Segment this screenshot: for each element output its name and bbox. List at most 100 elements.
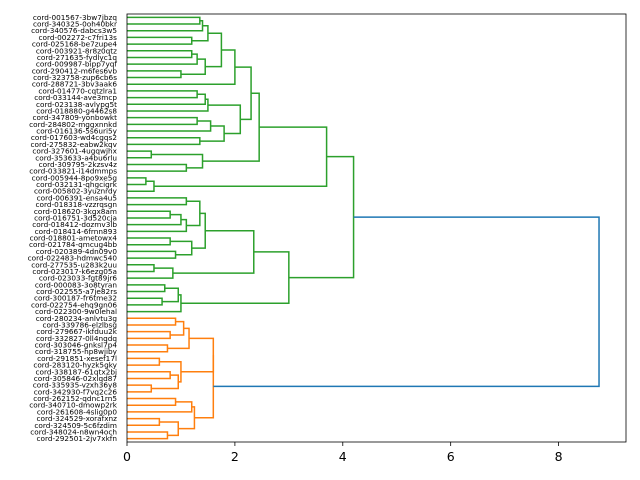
dendrogram-link xyxy=(127,218,188,233)
leaf-label: cord-032131-qhgcigrk xyxy=(36,180,118,189)
dendrogram-link xyxy=(127,163,188,172)
dendrogram-link xyxy=(180,58,206,75)
leaf-label: cord-283120-hyzk5gky xyxy=(33,361,117,370)
dendrogram-link xyxy=(127,70,182,79)
leaf-label: cord-023033-fgt89jr6 xyxy=(39,274,117,283)
leaf-label: cord-014770-cqtzlra1 xyxy=(38,86,117,95)
leaf-label: cord-005944-8po9xe5g xyxy=(32,173,117,182)
dendrogram-link xyxy=(153,126,328,187)
tree-links xyxy=(127,16,600,440)
leaf-label: cord-340576-dabcs3w5 xyxy=(31,26,117,35)
dendrogram-link xyxy=(127,371,171,380)
leaf-label: cord-271635-fydlyc1q xyxy=(37,53,117,62)
leaf-label: cord-353633-a4bu6rlu xyxy=(35,153,117,162)
x-tick-label: 4 xyxy=(339,449,347,464)
dendrogram-link xyxy=(127,267,174,279)
leaf-label: cord-018412-dozmv3lb xyxy=(32,220,117,229)
dendrogram-link xyxy=(194,355,215,419)
dendrogram-link xyxy=(127,330,171,340)
dendrogram-link xyxy=(127,431,169,440)
dendrogram-link xyxy=(205,32,223,68)
dendrogram-link xyxy=(127,294,182,313)
leaf-label: cord-033821-i14dmmps xyxy=(29,167,117,176)
dendrogram-link xyxy=(213,216,600,388)
leaf-label: cord-290412-m6fes6vb xyxy=(32,66,118,75)
leaf-label: cord-016751-3d520cja xyxy=(34,213,117,222)
leaf-label: cord-033144-ave3mcp xyxy=(34,93,117,102)
dendrogram-link xyxy=(191,212,206,249)
dendrogram-link xyxy=(234,66,252,121)
dendrogram-link xyxy=(127,90,198,99)
leaf-label: cord-324529-xorafxnz xyxy=(37,414,118,423)
dendrogram-link xyxy=(172,229,255,274)
dendrogram-link xyxy=(127,213,182,226)
leaf-label: cord-288721-3bv3aak6 xyxy=(32,80,118,89)
dendrogram-link xyxy=(127,317,177,326)
leaf-label: cord-335935-vzxh36y8 xyxy=(33,381,118,390)
x-tick-label: 6 xyxy=(447,449,455,464)
leaf-label: cord-327601-4ugqwjhx xyxy=(32,147,117,156)
leaf-label: cord-292501-2jv7xkfn xyxy=(37,434,117,443)
leaf-label: cord-018620-3kgx8am xyxy=(34,207,117,216)
leaf-label: cord-305846-02xlqd87 xyxy=(34,374,118,383)
leaf-label: cord-324509-5c6fzdim xyxy=(34,421,117,430)
dendrogram-link xyxy=(186,200,201,227)
leaf-label: cord-275832-eabw2kqv xyxy=(31,140,118,149)
dendrogram-link xyxy=(127,116,198,126)
dendrogram-link xyxy=(127,344,169,353)
leaf-label: cord-309795-2kzsv4z xyxy=(39,160,118,169)
dendrogram-link xyxy=(151,153,204,169)
leaf-label: cord-021784-qmcug4bb xyxy=(29,240,117,249)
dendrogram-link xyxy=(127,297,163,306)
leaf-label: cord-018318-vzzrqsgn xyxy=(36,200,117,209)
leaf-label: cord-338187-61qtx2bj xyxy=(36,367,118,376)
dendrogram-link xyxy=(127,150,153,159)
dendrogram-link xyxy=(127,136,201,146)
dendrogram-link xyxy=(127,93,206,106)
dendrogram-link xyxy=(127,384,153,393)
dendrogram-link xyxy=(180,251,290,304)
dendrogram-link xyxy=(127,177,147,186)
dendrogram-link xyxy=(127,417,161,427)
dendrogram-link xyxy=(127,180,155,192)
leaf-label: cord-000083-3o8tyran xyxy=(35,280,117,289)
dendrogram-link xyxy=(288,155,355,279)
leaf-label: cord-002272-c7fri13s xyxy=(39,33,118,42)
leaf-label: cord-347809-yonbowkt xyxy=(32,113,117,122)
leaf-label: cord-262152-qdnc1rn5 xyxy=(33,394,117,403)
leaf-label: cord-005802-3yuznrdy xyxy=(34,187,118,196)
leaf-label: cord-022555-a7je82rs xyxy=(36,287,117,296)
leaf-labels: cord-001567-3bw7jbzqcord-340325-0oh40bkr… xyxy=(28,13,118,443)
dendrogram-link xyxy=(127,264,155,273)
leaf-label: cord-277535-u283k2uu xyxy=(31,260,117,269)
leaf-label: cord-284802-mggxnnkd xyxy=(29,120,117,129)
x-tick-label: 8 xyxy=(555,449,563,464)
leaf-label: cord-280234-anlvtu3g xyxy=(36,314,117,323)
dendrogram-link xyxy=(127,98,209,112)
leaf-label: cord-279667-ikfduu2k xyxy=(36,327,117,336)
leaf-label: cord-332827-0ll4nqdq xyxy=(36,334,117,343)
dendrogram-link xyxy=(127,237,171,246)
dendrogram-link xyxy=(127,357,161,366)
leaf-label: cord-318755-hp8wjiby xyxy=(35,347,118,356)
leaf-label: cord-017603-wd4cgqs2 xyxy=(31,133,117,142)
dendrogram-link xyxy=(170,240,193,256)
dendrogram-link xyxy=(127,284,166,293)
leaf-label: cord-001567-3bw7jbzq xyxy=(33,13,117,22)
leaf-label: cord-261608-4slig0p0 xyxy=(37,407,118,416)
dendrogram-link xyxy=(199,125,225,142)
dendrogram-link xyxy=(178,406,196,430)
dendrogram-link xyxy=(151,374,179,390)
leaf-label: cord-022300-9w0lehal xyxy=(35,307,117,316)
dendrogram-link xyxy=(127,250,177,259)
dendrogram-link xyxy=(180,337,215,373)
dendrogram-link xyxy=(127,19,204,32)
dendrogram-link xyxy=(159,421,179,437)
dendrogram-link xyxy=(127,197,188,206)
dendrogram-link xyxy=(127,16,201,25)
dendrogram-link xyxy=(170,320,185,336)
dendrogram-link xyxy=(127,53,198,65)
leaf-label: cord-348024-n8wn4och xyxy=(30,427,117,436)
leaf-label: cord-018801-ametowx4 xyxy=(30,234,118,243)
